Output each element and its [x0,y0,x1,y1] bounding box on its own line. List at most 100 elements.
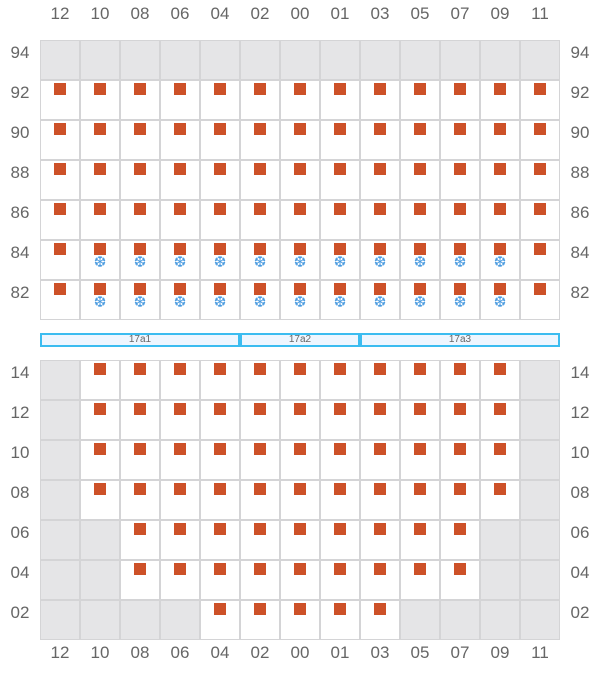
grid-cell[interactable] [321,441,359,479]
grid-cell[interactable] [121,441,159,479]
grid-cell[interactable] [401,81,439,119]
grid-cell[interactable] [201,81,239,119]
grid-cell[interactable]: ❆ [121,241,159,279]
zone-17a3[interactable]: 17a3 [360,333,560,347]
grid-cell[interactable] [361,121,399,159]
grid-cell[interactable] [361,201,399,239]
grid-cell[interactable] [441,481,479,519]
grid-cell[interactable] [161,201,199,239]
grid-cell[interactable] [361,161,399,199]
grid-cell[interactable]: ❆ [81,281,119,319]
grid-cell[interactable]: ❆ [281,241,319,279]
grid-cell[interactable] [481,401,519,439]
grid-cell[interactable] [441,401,479,439]
grid-cell[interactable] [121,201,159,239]
grid-cell[interactable] [361,521,399,559]
grid-cell[interactable]: ❆ [401,241,439,279]
grid-cell[interactable] [401,401,439,439]
grid-cell[interactable]: ❆ [121,281,159,319]
grid-cell[interactable] [121,121,159,159]
grid-cell[interactable] [441,121,479,159]
grid-cell[interactable] [281,121,319,159]
grid-cell[interactable] [201,201,239,239]
grid-cell[interactable]: ❆ [161,281,199,319]
grid-cell[interactable] [281,441,319,479]
grid-cell[interactable] [441,361,479,399]
grid-cell[interactable] [361,441,399,479]
grid-cell[interactable] [121,561,159,599]
grid-cell[interactable] [361,401,399,439]
grid-cell[interactable] [281,481,319,519]
grid-cell[interactable] [201,121,239,159]
grid-cell[interactable] [481,441,519,479]
grid-cell[interactable] [401,441,439,479]
grid-cell[interactable] [201,561,239,599]
grid-cell[interactable] [281,401,319,439]
grid-cell[interactable] [161,121,199,159]
grid-cell[interactable] [81,121,119,159]
grid-cell[interactable] [41,281,79,319]
grid-cell[interactable] [521,81,559,119]
grid-cell[interactable] [401,521,439,559]
grid-cell[interactable] [281,521,319,559]
grid-cell[interactable] [401,121,439,159]
grid-cell[interactable] [161,521,199,559]
grid-cell[interactable]: ❆ [441,241,479,279]
grid-cell[interactable] [361,81,399,119]
grid-cell[interactable] [161,161,199,199]
grid-cell[interactable]: ❆ [361,281,399,319]
grid-cell[interactable] [321,201,359,239]
grid-cell[interactable] [81,401,119,439]
grid-cell[interactable] [481,361,519,399]
grid-cell[interactable] [521,281,559,319]
grid-cell[interactable] [281,361,319,399]
grid-cell[interactable] [241,401,279,439]
zone-17a2[interactable]: 17a2 [240,333,360,347]
grid-cell[interactable]: ❆ [481,281,519,319]
grid-cell[interactable] [441,441,479,479]
grid-cell[interactable] [241,441,279,479]
grid-cell[interactable] [281,201,319,239]
grid-cell[interactable] [481,481,519,519]
grid-cell[interactable] [321,561,359,599]
grid-cell[interactable] [241,521,279,559]
grid-cell[interactable]: ❆ [81,241,119,279]
grid-cell[interactable] [241,81,279,119]
grid-cell[interactable] [81,81,119,119]
grid-cell[interactable] [201,161,239,199]
grid-cell[interactable] [281,601,319,639]
grid-cell[interactable]: ❆ [441,281,479,319]
grid-cell[interactable] [41,81,79,119]
grid-cell[interactable] [321,481,359,519]
grid-cell[interactable] [321,601,359,639]
grid-cell[interactable]: ❆ [481,241,519,279]
grid-cell[interactable] [441,201,479,239]
grid-cell[interactable] [241,561,279,599]
grid-cell[interactable]: ❆ [321,241,359,279]
grid-cell[interactable] [201,521,239,559]
grid-cell[interactable] [321,401,359,439]
grid-cell[interactable] [441,161,479,199]
grid-cell[interactable] [241,161,279,199]
grid-cell[interactable] [41,121,79,159]
grid-cell[interactable] [41,241,79,279]
grid-cell[interactable] [161,81,199,119]
grid-cell[interactable] [41,201,79,239]
grid-cell[interactable] [401,561,439,599]
grid-cell[interactable]: ❆ [241,281,279,319]
grid-cell[interactable]: ❆ [201,281,239,319]
grid-cell[interactable] [281,161,319,199]
grid-cell[interactable] [281,81,319,119]
grid-cell[interactable] [241,361,279,399]
grid-cell[interactable] [321,81,359,119]
grid-cell[interactable] [401,161,439,199]
grid-cell[interactable]: ❆ [361,241,399,279]
grid-cell[interactable] [121,401,159,439]
grid-cell[interactable] [361,361,399,399]
zone-17a1[interactable]: 17a1 [40,333,240,347]
grid-cell[interactable] [441,521,479,559]
grid-cell[interactable] [321,361,359,399]
grid-cell[interactable] [441,561,479,599]
grid-cell[interactable] [241,601,279,639]
grid-cell[interactable] [401,201,439,239]
